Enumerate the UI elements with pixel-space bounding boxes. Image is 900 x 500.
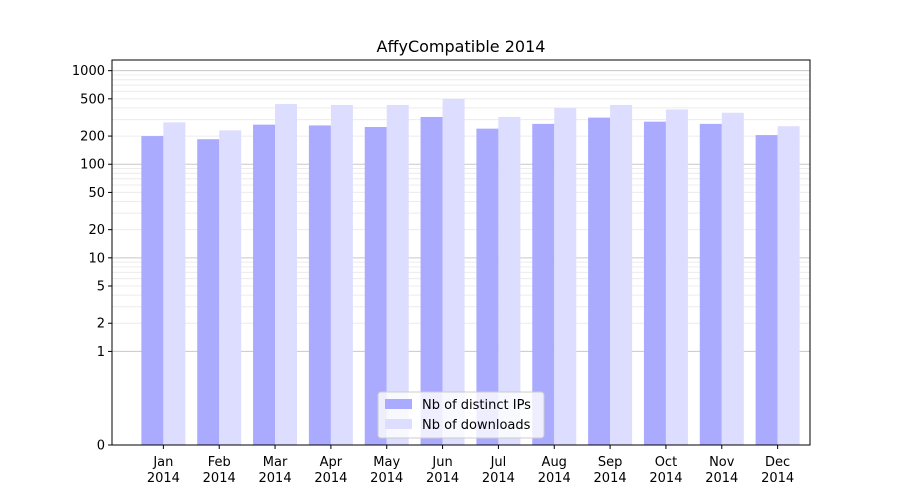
y-tick-label: 100 [80, 158, 105, 173]
legend-box [377, 391, 545, 439]
bar-ips-apr [308, 125, 331, 445]
x-tick-year: 2014 [705, 471, 738, 486]
y-axis-ticks: 0 1 2 5 10 20 50 100 200 500 1000 [72, 64, 112, 454]
legend: Nb of distinct IPs Nb of downloads [377, 391, 545, 439]
bar-downloads-jul [498, 116, 521, 446]
x-tick-year: 2014 [538, 471, 571, 486]
bar-ips-feb [197, 139, 220, 445]
legend-label: Nb of distinct IPs [422, 398, 531, 413]
x-tick-month: Dec [765, 455, 790, 470]
x-tick-year: 2014 [147, 471, 180, 486]
x-tick-month: Jan [152, 455, 173, 470]
bar-downloads-oct [665, 109, 688, 445]
bar-downloads-jun [442, 98, 465, 446]
bar-ips-mar [253, 124, 276, 445]
y-tick-label: 2 [97, 317, 105, 332]
y-tick-label: 1 [97, 345, 105, 360]
x-tick-month: Jun [431, 455, 452, 470]
y-tick-label: 1000 [72, 64, 105, 79]
x-tick-month: Feb [208, 455, 231, 470]
bar-downloads-feb [219, 130, 242, 446]
x-tick-month: Jul [490, 455, 507, 470]
x-tick-month: Mar [263, 455, 288, 470]
bar-downloads-jan [163, 122, 186, 445]
y-tick-label: 500 [80, 92, 105, 107]
x-tick-year: 2014 [370, 471, 403, 486]
y-tick-label: 5 [97, 280, 105, 295]
y-tick-label: 50 [88, 186, 105, 201]
x-tick-year: 2014 [203, 471, 236, 486]
bar-downloads-apr [330, 104, 353, 445]
x-axis-ticks: Jan2014Feb2014Mar2014Apr2014May2014Jun20… [147, 445, 794, 486]
bar-downloads-sep [610, 104, 633, 445]
legend-label: Nb of downloads [422, 418, 531, 433]
x-tick-month: Oct [655, 455, 677, 470]
bar-ips-aug [532, 123, 555, 445]
bar-downloads-mar [275, 104, 298, 445]
chart-title: AffyCompatible 2014 [377, 37, 546, 56]
x-tick-year: 2014 [594, 471, 627, 486]
bars [141, 98, 800, 446]
x-tick-month: Sep [598, 455, 623, 470]
x-tick-month: Apr [320, 455, 343, 470]
bar-ips-dec [755, 135, 778, 445]
y-tick-label: 0 [97, 439, 105, 454]
x-tick-month: Nov [709, 455, 735, 470]
y-tick-label: 10 [88, 251, 105, 266]
bar-ips-jun [420, 116, 443, 446]
bar-ips-nov [699, 123, 722, 445]
x-tick-year: 2014 [259, 471, 292, 486]
y-tick-label: 200 [80, 130, 105, 145]
bar-downloads-aug [554, 107, 577, 446]
bar-downloads-nov [721, 112, 744, 445]
x-tick-year: 2014 [482, 471, 515, 486]
bar-downloads-dec [777, 126, 800, 445]
x-tick-year: 2014 [314, 471, 347, 486]
plot-frame [111, 59, 811, 446]
bar-ips-jan [141, 136, 164, 446]
x-tick-month: May [373, 455, 400, 470]
x-tick-month: Aug [542, 455, 567, 470]
x-tick-year: 2014 [426, 471, 459, 486]
legend-swatch [385, 419, 412, 429]
bar-ips-may [364, 127, 387, 445]
y-tick-label: 20 [88, 223, 105, 238]
bar-ips-sep [588, 117, 611, 445]
x-tick-year: 2014 [761, 471, 794, 486]
bar-downloads-may [386, 104, 409, 445]
bar-ips-jul [476, 128, 499, 445]
x-tick-year: 2014 [649, 471, 682, 486]
legend-swatch [385, 399, 412, 409]
bar-ips-oct [643, 121, 666, 446]
